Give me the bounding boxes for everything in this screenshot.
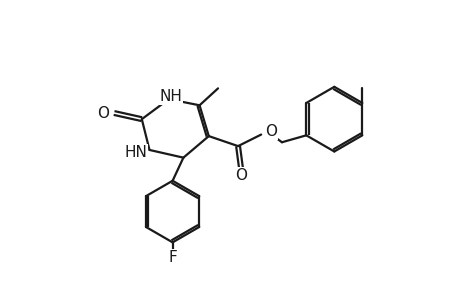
Text: O: O: [235, 168, 246, 183]
Text: HN: HN: [124, 145, 147, 160]
Text: O: O: [264, 124, 276, 139]
Text: NH: NH: [159, 89, 182, 104]
Text: O: O: [96, 106, 108, 121]
Text: F: F: [168, 250, 177, 265]
